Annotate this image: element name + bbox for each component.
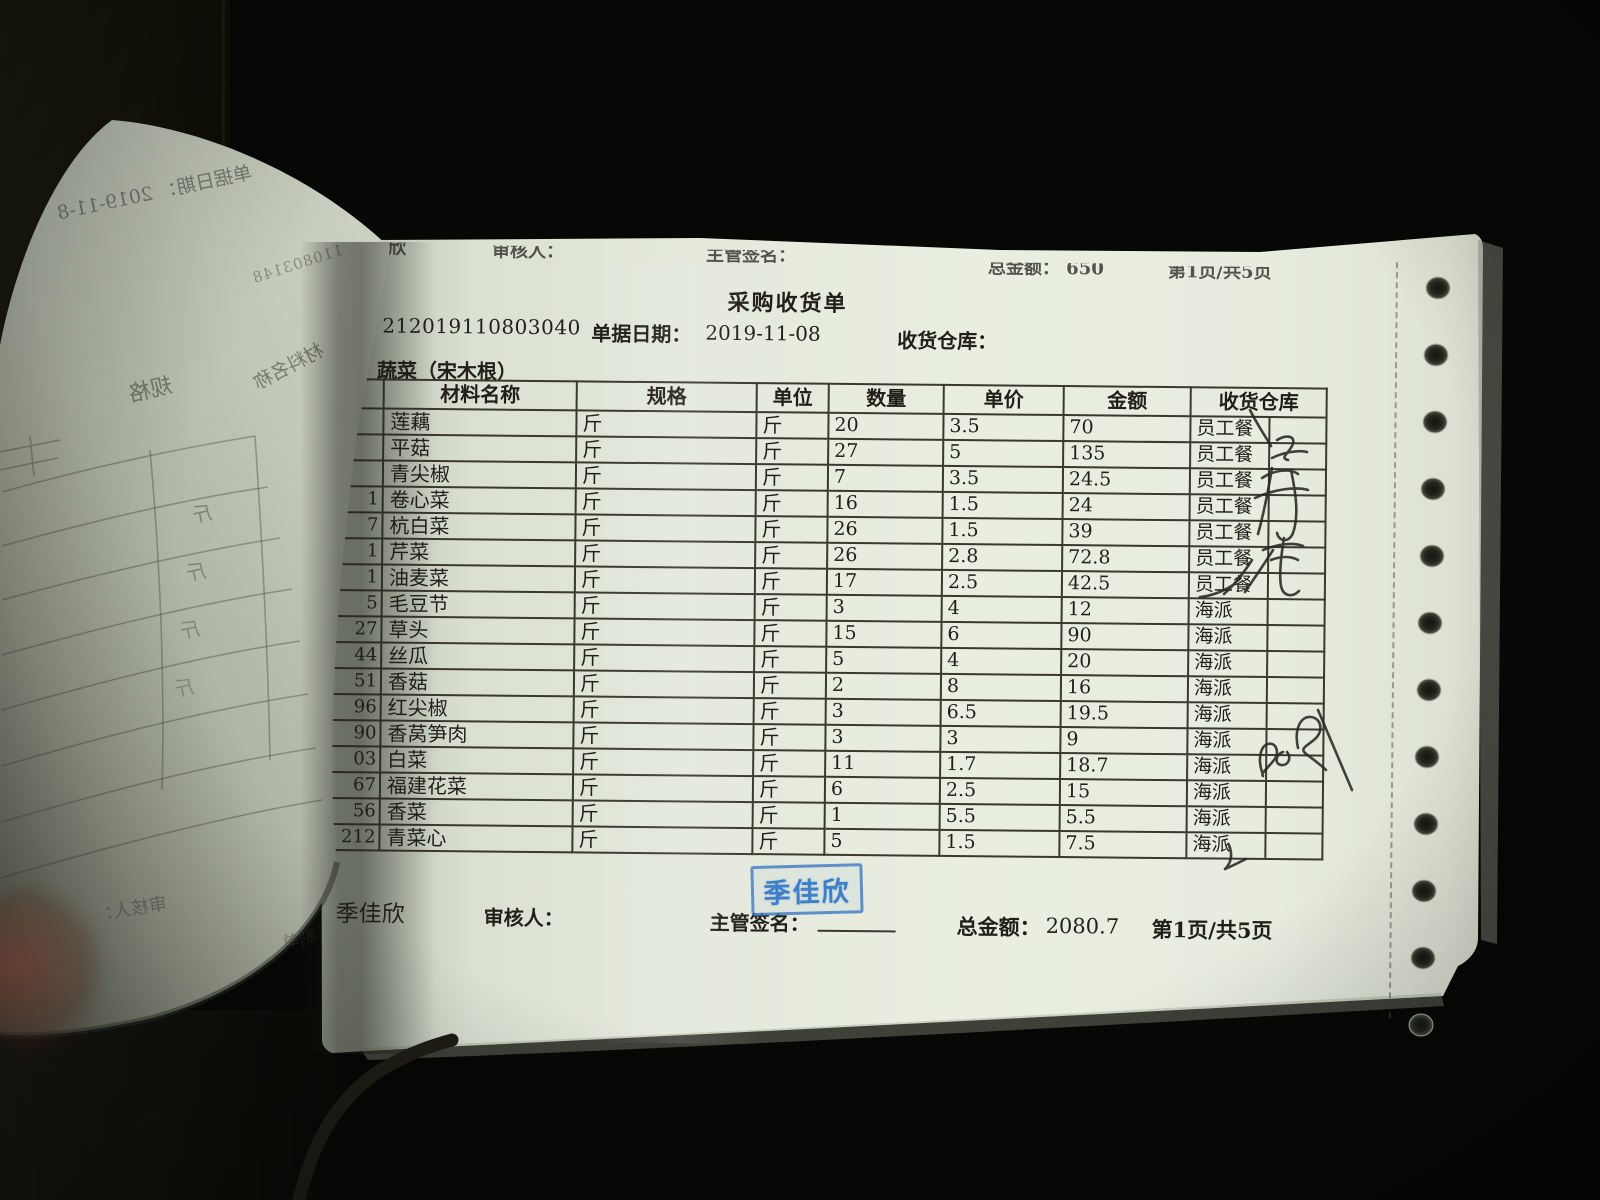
- handwritten-check: [1223, 843, 1248, 871]
- folded-page-ruling: [0, 435, 323, 879]
- handwritten-check: [1243, 548, 1275, 594]
- handwritten-signature: [1258, 708, 1354, 792]
- wall-corner-line: [222, 0, 225, 160]
- handwritten-check: [1198, 558, 1254, 599]
- handwritten-signature: [1248, 408, 1273, 448]
- handwritten-signature: [1261, 536, 1305, 597]
- handwritten-signature: [1253, 466, 1310, 542]
- finger-blob: [0, 882, 104, 1054]
- receipt-sheet-shape: [320, 234, 1483, 1053]
- sheet-stack-edge: [1478, 240, 1503, 944]
- handwritten-signature: [1270, 435, 1309, 462]
- fold-crease-shadow: [300, 242, 436, 1054]
- sheet-stack-bottom: [360, 993, 1444, 1060]
- tractor-feed-holes: [1408, 276, 1451, 1037]
- cable-2: [63, 1105, 179, 1200]
